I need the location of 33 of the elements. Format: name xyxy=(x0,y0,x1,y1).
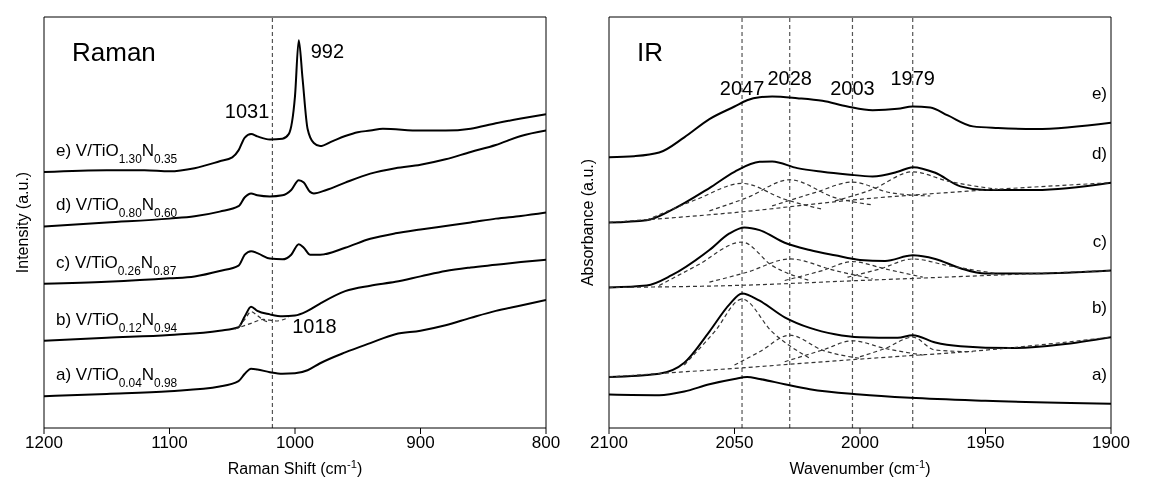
series-label: e) V/TiO$_{1.30}$N$_{0.35}$ xyxy=(56,141,178,167)
annotation: 1031 xyxy=(224,100,270,123)
series-label: e) xyxy=(1091,83,1107,103)
x-tick-label: 2100 xyxy=(590,433,628,453)
series-label: d) xyxy=(1091,143,1107,163)
x-tick-label: 1100 xyxy=(151,433,188,453)
x-tick-label: 1950 xyxy=(966,433,1005,453)
chart-title: IR xyxy=(637,37,663,67)
y-axis-title: Absorbance (a.u.) xyxy=(579,158,596,287)
series-label: d) V/TiO$_{0.80}$N$_{0.60}$ xyxy=(56,195,178,221)
x-tick-label: 2050 xyxy=(715,433,754,453)
ref-line-label: 1018 xyxy=(292,315,337,337)
ref-line-label: 2028 xyxy=(767,67,812,89)
ref-line-label: 1979 xyxy=(890,67,935,89)
x-tick-label: 900 xyxy=(406,433,435,453)
x-tick-label: 1000 xyxy=(276,433,314,453)
series-label: a) xyxy=(1091,364,1107,384)
x-tick-label: 1900 xyxy=(1092,433,1130,453)
ref-line-label: 2047 xyxy=(719,77,765,99)
x-tick-label: 1200 xyxy=(25,433,63,453)
series-label: b) V/TiO$_{0.12}$N$_{0.94}$ xyxy=(56,309,178,335)
x-tick-label: 2000 xyxy=(841,433,879,453)
x-axis-title: Raman Shift (cm$^{-1}$) xyxy=(227,458,363,477)
ref-line-label: 2003 xyxy=(830,77,875,99)
series-label: b) xyxy=(1091,298,1107,318)
x-axis-title: Wavenumber (cm$^{-1}$) xyxy=(789,458,931,477)
series-label: c) xyxy=(1092,231,1107,251)
y-axis-title: Intensity (a.u.) xyxy=(14,171,31,274)
x-tick-label: 800 xyxy=(531,433,561,453)
annotation: 992 xyxy=(310,40,345,63)
chart-title: Raman xyxy=(72,37,156,67)
series-label: a) V/TiO$_{0.04}$N$_{0.98}$ xyxy=(56,365,178,391)
series-label: c) V/TiO$_{0.26}$N$_{0.87}$ xyxy=(56,252,177,278)
